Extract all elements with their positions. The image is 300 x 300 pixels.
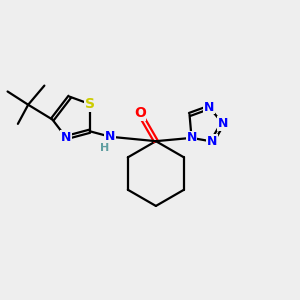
Text: N: N [105,130,116,143]
Text: N: N [218,117,228,130]
Text: N: N [186,131,197,144]
Text: N: N [61,131,71,144]
Text: O: O [134,106,146,120]
Text: S: S [85,97,95,111]
Text: N: N [204,101,214,114]
Text: N: N [207,135,217,148]
Text: H: H [100,143,110,153]
